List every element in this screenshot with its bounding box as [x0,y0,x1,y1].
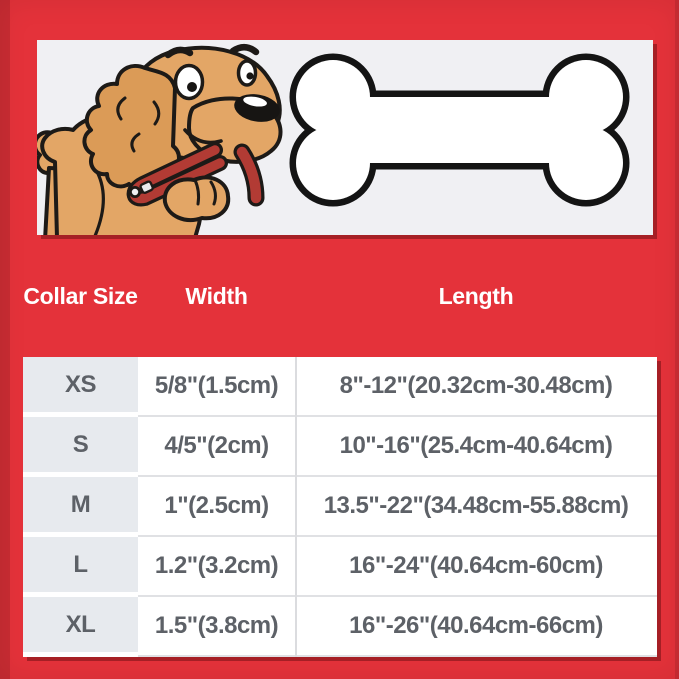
table-row-xs: XS 5/8"(1.5cm) 8"-12"(20.32cm-30.48cm) [23,357,657,417]
table-row-s: S 4/5"(2cm) 10"-16"(25.4cm-40.64cm) [23,417,657,477]
length-cell: 8"-12"(20.32cm-30.48cm) [295,357,657,417]
size-cell: S [23,417,138,477]
size-table: XS 5/8"(1.5cm) 8"-12"(20.32cm-30.48cm) S… [23,357,657,657]
width-cell: 1.2"(3.2cm) [138,537,295,597]
dog-far-eye [236,59,258,87]
length-cell: 16"-26"(40.64cm-66cm) [295,597,657,657]
header-length: Length [438,282,514,309]
header-collar-size: Collar Size [23,282,138,309]
table-row-m: M 1"(2.5cm) 13.5"-22"(34.48cm-55.88cm) [23,477,657,537]
left-frame-shade [0,0,10,679]
length-cell: 10"-16"(25.4cm-40.64cm) [295,417,657,477]
dog-eyebrow-left [164,46,194,59]
right-frame-shade [675,0,679,679]
width-cell: 1"(2.5cm) [138,477,295,537]
table-row-l: L 1.2"(3.2cm) 16"-24"(40.64cm-60cm) [23,537,657,597]
dog-eyebrow-right [229,44,260,56]
column-divider [295,357,297,657]
dog-illustration [37,44,283,235]
size-cell: M [23,477,138,537]
size-cell: XS [23,357,138,417]
dog-nose [234,94,280,122]
banner [37,40,653,235]
leash [126,142,265,207]
length-cell: 13.5"-22"(34.48cm-55.88cm) [295,477,657,537]
leash-clasp-icon [129,180,154,198]
banner-graphic [37,44,630,235]
width-cell: 5/8"(1.5cm) [138,357,295,417]
dog-eye [173,63,205,101]
length-cell: 16"-24"(40.64cm-60cm) [295,537,657,597]
bone-icon [289,53,630,207]
size-cell: XL [23,597,138,657]
dog-smile [183,128,223,145]
width-cell: 1.5"(3.8cm) [138,597,295,657]
table-row-xl: XL 1.5"(3.8cm) 16"-26"(40.64cm-66cm) [23,597,657,657]
width-cell: 4/5"(2cm) [138,417,295,477]
header-width: Width [185,282,248,309]
table-header-row: Collar Size Width Length [23,235,657,357]
dog-raised-paw [162,175,231,222]
size-cell: L [23,537,138,597]
